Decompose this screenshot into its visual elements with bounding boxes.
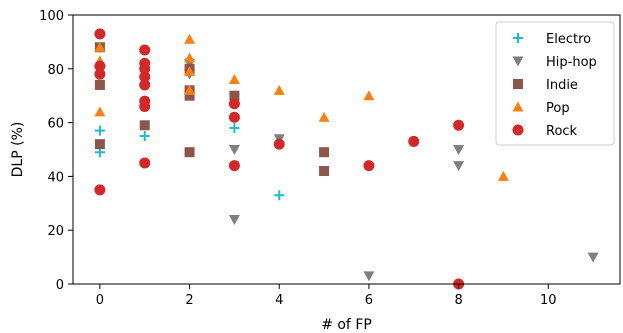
x-axis-label: # of FP xyxy=(321,317,372,333)
x-tick-label: 10 xyxy=(540,293,557,308)
data-point xyxy=(184,33,196,44)
data-point xyxy=(453,119,465,131)
legend-label: Electro xyxy=(546,32,591,47)
series-pop xyxy=(94,33,509,181)
legend-marker xyxy=(513,33,523,43)
data-point xyxy=(318,111,330,122)
y-axis-label: DLP (%) xyxy=(10,122,26,178)
data-point xyxy=(94,68,106,80)
data-point xyxy=(184,90,195,101)
data-point xyxy=(94,125,105,136)
y-tick-label: 0 xyxy=(56,278,64,293)
legend-marker xyxy=(512,56,524,67)
data-point xyxy=(363,90,375,101)
data-point xyxy=(94,41,106,52)
data-point xyxy=(228,98,240,110)
data-point xyxy=(273,138,285,150)
x-tick-label: 8 xyxy=(454,293,462,308)
data-point xyxy=(453,145,465,155)
legend-marker xyxy=(512,124,524,136)
legend-marker xyxy=(512,101,524,112)
data-point xyxy=(363,160,375,172)
data-point xyxy=(497,170,509,181)
series-electro xyxy=(94,122,285,201)
data-point xyxy=(139,131,150,142)
data-point xyxy=(229,122,240,133)
data-point xyxy=(228,214,240,225)
y-tick-label: 60 xyxy=(47,117,64,132)
data-point xyxy=(229,90,240,101)
y-tick-label: 20 xyxy=(47,224,64,239)
data-point xyxy=(139,79,151,91)
data-point xyxy=(319,147,330,158)
data-point xyxy=(184,84,196,95)
data-point xyxy=(139,44,151,56)
data-point xyxy=(228,145,240,155)
data-point xyxy=(94,139,105,150)
data-point xyxy=(94,106,106,117)
data-point xyxy=(228,111,240,123)
data-point xyxy=(184,65,196,76)
y-tick-label: 40 xyxy=(47,170,64,185)
x-tick-label: 0 xyxy=(96,293,104,308)
x-tick-label: 6 xyxy=(365,293,373,308)
data-point xyxy=(228,74,240,85)
data-point xyxy=(139,100,151,112)
data-point xyxy=(363,271,375,282)
data-point xyxy=(94,60,106,72)
x-tick-label: 4 xyxy=(275,293,283,308)
series-indie xyxy=(94,42,330,177)
y-tick-label: 100 xyxy=(39,9,64,24)
data-point xyxy=(587,252,599,263)
legend-label: Pop xyxy=(546,101,570,116)
data-point xyxy=(184,52,196,63)
data-point xyxy=(139,120,150,131)
axes-frame xyxy=(72,14,621,285)
data-point xyxy=(408,135,420,147)
legend-label: Hip-hop xyxy=(546,55,597,70)
data-point xyxy=(453,161,465,172)
series-rock xyxy=(94,28,465,290)
legend-label: Indie xyxy=(546,78,578,93)
legend: Electro Hip-hop Indie Pop Rock xyxy=(495,21,615,146)
data-point xyxy=(274,190,285,201)
data-point xyxy=(139,71,151,83)
x-tick-label: 2 xyxy=(185,293,193,308)
plot-area xyxy=(94,28,599,290)
data-point xyxy=(94,184,106,196)
legend-label: Rock xyxy=(546,124,578,139)
data-point xyxy=(228,160,240,172)
data-point xyxy=(139,63,151,75)
data-point xyxy=(94,79,105,90)
data-point xyxy=(273,84,285,95)
data-point xyxy=(319,166,330,177)
legend-box xyxy=(495,21,615,146)
y-tick-label: 80 xyxy=(47,63,64,78)
data-point xyxy=(139,157,151,169)
legend-marker xyxy=(513,79,523,89)
data-point xyxy=(184,147,195,158)
data-point xyxy=(94,28,106,40)
